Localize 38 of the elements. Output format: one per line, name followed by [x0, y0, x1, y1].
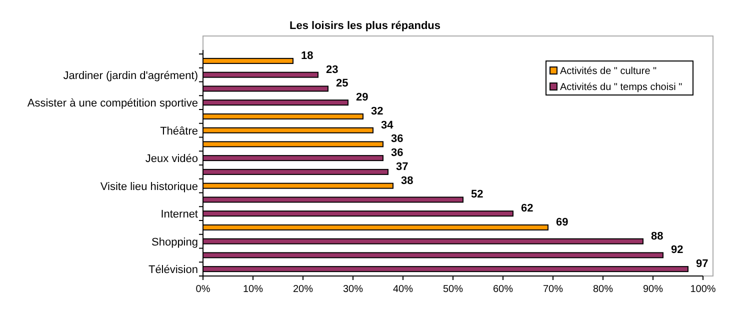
data-label: 38 [401, 174, 414, 187]
x-tick-label: 20% [292, 284, 314, 295]
data-label: 52 [471, 188, 484, 201]
y-tick-label: Internet [160, 208, 198, 221]
data-label: 23 [326, 64, 338, 76]
x-tick-label: 30% [342, 284, 364, 295]
data-label: 25 [336, 78, 348, 90]
y-tick-label: Assister à une compétition sportive [27, 98, 198, 110]
y-tick-label: Visite lieu historique [100, 180, 198, 193]
data-label: 37 [396, 160, 408, 173]
chart-title: Les loisirs les plus répandus [290, 20, 440, 32]
data-label: 88 [651, 230, 664, 242]
x-tick-label: 40% [392, 284, 414, 295]
x-tick-label: 50% [442, 284, 464, 295]
data-label: 32 [371, 105, 384, 118]
legend-label: Activités du " temps choisi " [560, 82, 683, 93]
data-label: 69 [556, 216, 568, 228]
legend-label: Activités de " culture " [560, 66, 658, 77]
data-label: 92 [671, 244, 684, 256]
x-tick-label: 60% [492, 284, 514, 295]
y-tick-label: Jeux vidéo [145, 153, 198, 166]
data-label: 97 [696, 258, 708, 270]
x-tick-label: 100% [690, 284, 716, 295]
x-tick-label: 70% [542, 284, 564, 295]
x-tick-label: 0% [196, 284, 210, 295]
data-label: 36 [391, 147, 404, 160]
data-label: 18 [301, 50, 314, 62]
y-tick-label: Théâtre [160, 125, 198, 138]
data-label: 34 [381, 119, 394, 132]
y-tick-label: Jardiner (jardin d'agrément) [63, 70, 198, 82]
x-tick-label: 10% [242, 284, 264, 295]
data-label: 62 [521, 202, 534, 215]
data-label: 29 [356, 92, 368, 104]
data-label: 36 [391, 133, 404, 146]
x-tick-label: 80% [592, 284, 614, 295]
x-tick-label: 90% [642, 284, 664, 295]
y-tick-label: Télévision [148, 264, 198, 276]
y-tick-label: Shopping [152, 236, 198, 248]
